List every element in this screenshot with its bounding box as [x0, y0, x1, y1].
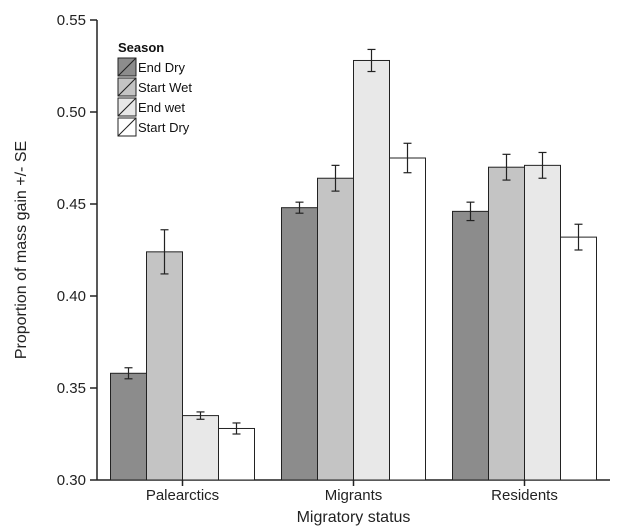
- bar-palearctics-end-dry: [110, 372, 147, 481]
- y-axis-title: Proportion of mass gain +/- SE: [13, 141, 30, 359]
- x-tick-label: Residents: [491, 487, 558, 504]
- error-bar: [574, 223, 583, 251]
- bar-palearctics-start-wet: [146, 251, 183, 481]
- bar-palearctics-start-dry: [218, 427, 255, 481]
- error-bar: [367, 48, 376, 73]
- bars: [110, 59, 597, 481]
- error-bar: [403, 142, 412, 174]
- legend-item: Start Dry: [117, 117, 190, 137]
- y-tick-label: 0.35: [57, 380, 86, 397]
- error-bar: [295, 201, 304, 214]
- x-tick-label: Palearctics: [146, 487, 219, 504]
- legend-label: End Dry: [138, 60, 185, 75]
- y-tick-label: 0.30: [57, 472, 86, 489]
- legend: Season End Dry Start Wet End wet Start Dry: [117, 40, 192, 137]
- error-bar: [502, 153, 511, 181]
- error-bar: [160, 229, 169, 275]
- bar-migrants-end-wet: [353, 59, 390, 481]
- legend-item: End wet: [117, 97, 185, 117]
- bar-residents-start-dry: [560, 236, 597, 481]
- bar-residents-end-dry: [452, 210, 489, 481]
- bar-residents-end-wet: [524, 164, 561, 481]
- bar-migrants-start-wet: [317, 177, 354, 481]
- x-tick-label: Migrants: [325, 487, 383, 504]
- error-bars: [124, 48, 583, 435]
- axes: 0.30 0.35 0.40 0.45 0.50 0.55 Palearctics Migra…: [57, 12, 610, 504]
- legend-title: Season: [118, 40, 164, 55]
- bar-migrants-start-dry: [389, 157, 426, 481]
- legend-item: Start Wet: [117, 77, 192, 97]
- x-axis-title: Migratory status: [297, 509, 411, 526]
- error-bar: [331, 164, 340, 192]
- legend-label: End wet: [138, 100, 185, 115]
- error-bar: [124, 367, 133, 380]
- y-tick-label: 0.50: [57, 104, 86, 121]
- error-bar: [466, 201, 475, 222]
- legend-label: Start Dry: [138, 120, 190, 135]
- error-bar: [196, 411, 205, 420]
- bar-palearctics-end-wet: [182, 415, 219, 481]
- error-bar: [538, 151, 547, 179]
- bar-residents-start-wet: [488, 166, 525, 481]
- y-tick-label: 0.45: [57, 196, 86, 213]
- bar-migrants-end-dry: [281, 207, 318, 481]
- error-bar: [232, 422, 241, 435]
- y-tick-label: 0.40: [57, 288, 86, 305]
- legend-item: End Dry: [117, 57, 185, 77]
- legend-label: Start Wet: [138, 80, 192, 95]
- y-tick-label: 0.55: [57, 12, 86, 29]
